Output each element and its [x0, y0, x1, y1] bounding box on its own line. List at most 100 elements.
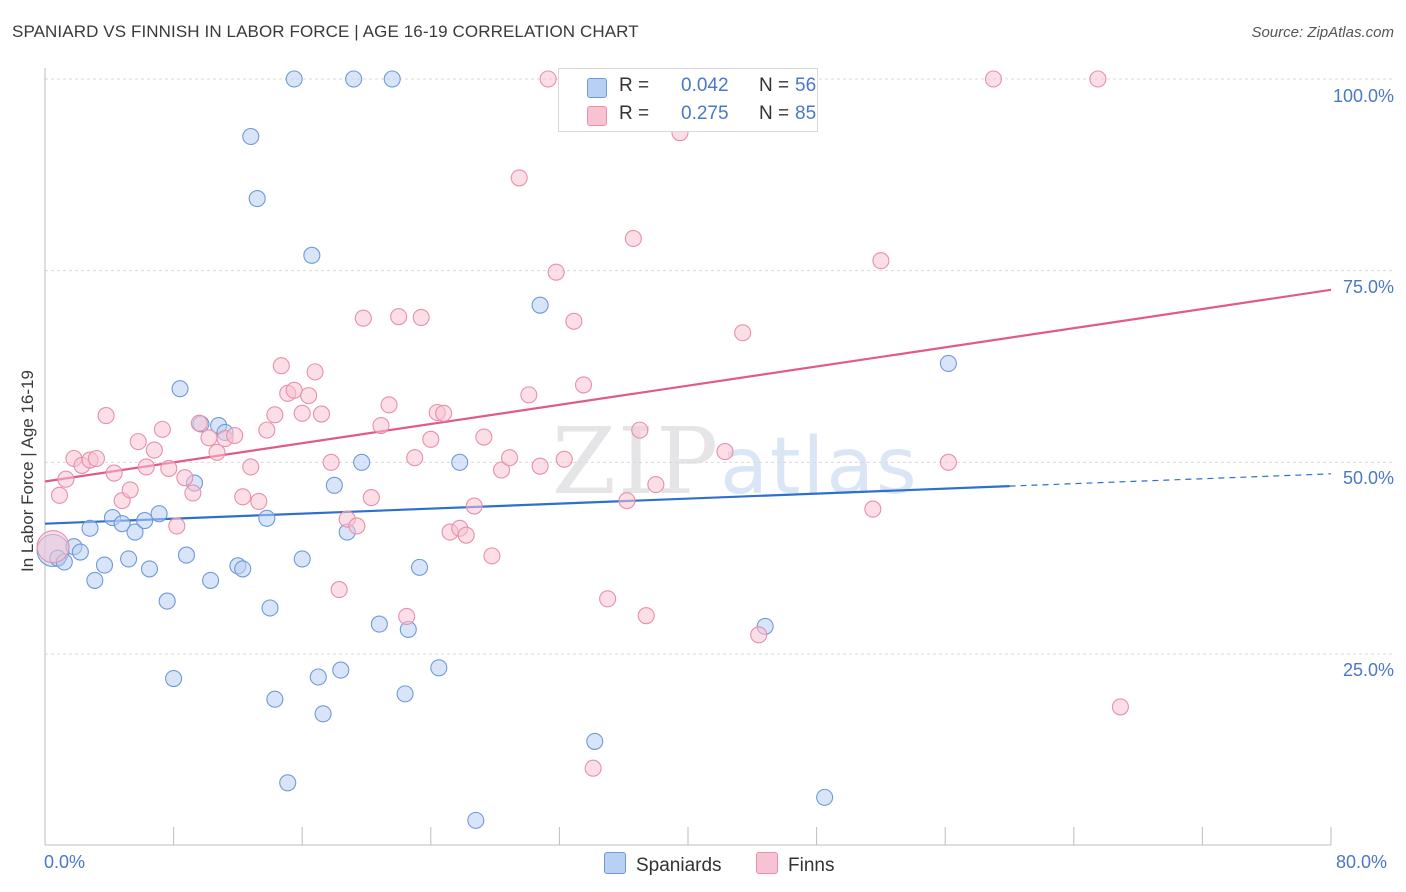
legend-n-value: 85 [795, 103, 817, 124]
legend-r-label: R = [619, 75, 650, 96]
legend-label-spaniards: Spaniards [636, 855, 722, 876]
finns-point [872, 252, 890, 270]
source-note: Source: ZipAtlas.com [1251, 24, 1394, 41]
finns-point [483, 547, 501, 565]
spaniards-point [314, 705, 332, 723]
spaniards-point [202, 571, 220, 589]
spaniards-point [120, 550, 138, 568]
legend-item-spaniards[interactable]: Spaniards [604, 852, 722, 877]
axes [44, 68, 1332, 846]
finns-point [380, 396, 398, 414]
spaniards-point [451, 453, 469, 471]
finns-point [322, 453, 340, 471]
finns-point [354, 309, 372, 327]
spaniards-swatch [587, 78, 607, 98]
y-tick-label-50: 50.0% [1342, 468, 1394, 488]
finns-point [160, 459, 178, 478]
finns-point [36, 530, 70, 564]
y-axis-label: In Labor Force | Age 16-19 [18, 370, 37, 572]
finns-point [750, 626, 768, 644]
finns-point [362, 489, 380, 507]
finns-point [457, 526, 475, 544]
spaniards-point [370, 615, 388, 633]
finns-point [492, 461, 511, 479]
spaniards-point [353, 453, 371, 471]
finns-point [1111, 698, 1129, 716]
finns-point [208, 443, 226, 461]
finns-point [250, 492, 268, 510]
finns-point [293, 404, 311, 422]
spaniards-point [939, 354, 957, 372]
finns-point [716, 443, 734, 461]
legend-n-label: N = [759, 103, 790, 124]
finns-point [547, 263, 565, 281]
trend-lines [44, 288, 1332, 525]
spaniards-point [140, 560, 159, 578]
finns-point [631, 421, 649, 439]
finns-point [50, 486, 69, 504]
finns-point [348, 517, 366, 535]
finns-point [234, 488, 252, 506]
spaniards-point [345, 70, 363, 88]
finns-point [184, 484, 202, 502]
spaniards-point [430, 659, 448, 677]
spaniards-point [171, 380, 189, 398]
spaniards-point [258, 509, 276, 527]
finns-point [390, 308, 408, 326]
finns-point [129, 433, 147, 451]
finns-point [258, 421, 276, 439]
spaniards-point [325, 476, 343, 494]
finns-point [939, 453, 957, 471]
spaniards-point [467, 811, 485, 829]
spaniards-point [531, 296, 549, 314]
finns-point [520, 386, 538, 404]
spaniards-point [309, 668, 327, 686]
legend-r-value: 0.275 [681, 103, 729, 124]
spaniards-point [136, 512, 154, 530]
legend-r-label: R = [619, 103, 650, 124]
spaniards-point [293, 550, 311, 568]
finns-point [285, 381, 303, 399]
spaniards-point [126, 523, 144, 541]
finns-point [306, 363, 324, 381]
finns-swatch [587, 106, 607, 126]
finns-point [465, 497, 483, 515]
spaniards-point [816, 788, 834, 806]
finns-point [422, 430, 440, 448]
finns-point [510, 169, 528, 187]
finns-point [105, 464, 123, 482]
finns-point [153, 420, 171, 438]
finns-point [574, 376, 593, 394]
finns-trend-line [44, 288, 1332, 483]
finns-point [584, 759, 602, 777]
finns-point [734, 324, 752, 342]
spaniards-point [150, 505, 168, 523]
finns-point [599, 590, 617, 608]
spaniards-point [86, 571, 104, 589]
finns-point [435, 404, 453, 422]
finns-point [226, 426, 244, 445]
finns-point [242, 458, 260, 476]
finns-point [984, 70, 1002, 88]
spaniards-point [279, 774, 297, 792]
spaniards-point [396, 685, 414, 703]
spaniards-point [177, 546, 196, 564]
spaniards-point [586, 732, 604, 750]
spaniards-trend-extension [1009, 473, 1332, 487]
y-tick-label-25: 25.0% [1342, 660, 1394, 680]
finns-point [475, 428, 493, 446]
spaniards-point [113, 515, 131, 533]
legend-n-label: N = [759, 75, 790, 96]
finns-swatch [756, 852, 778, 874]
finns-point [168, 517, 186, 535]
x-tick-label-max: 80.0% [1336, 852, 1388, 872]
spaniards-point [303, 246, 321, 264]
legend-item-finns[interactable]: Finns [756, 852, 834, 877]
finns-point [272, 357, 290, 375]
spaniards-point [81, 519, 99, 537]
finns-point [531, 457, 549, 475]
finns-point [266, 406, 284, 424]
chart-title: SPANIARD VS FINNISH IN LABOR FORCE | AGE… [12, 22, 639, 41]
spaniards-point [266, 690, 284, 708]
finns-point [618, 492, 636, 510]
